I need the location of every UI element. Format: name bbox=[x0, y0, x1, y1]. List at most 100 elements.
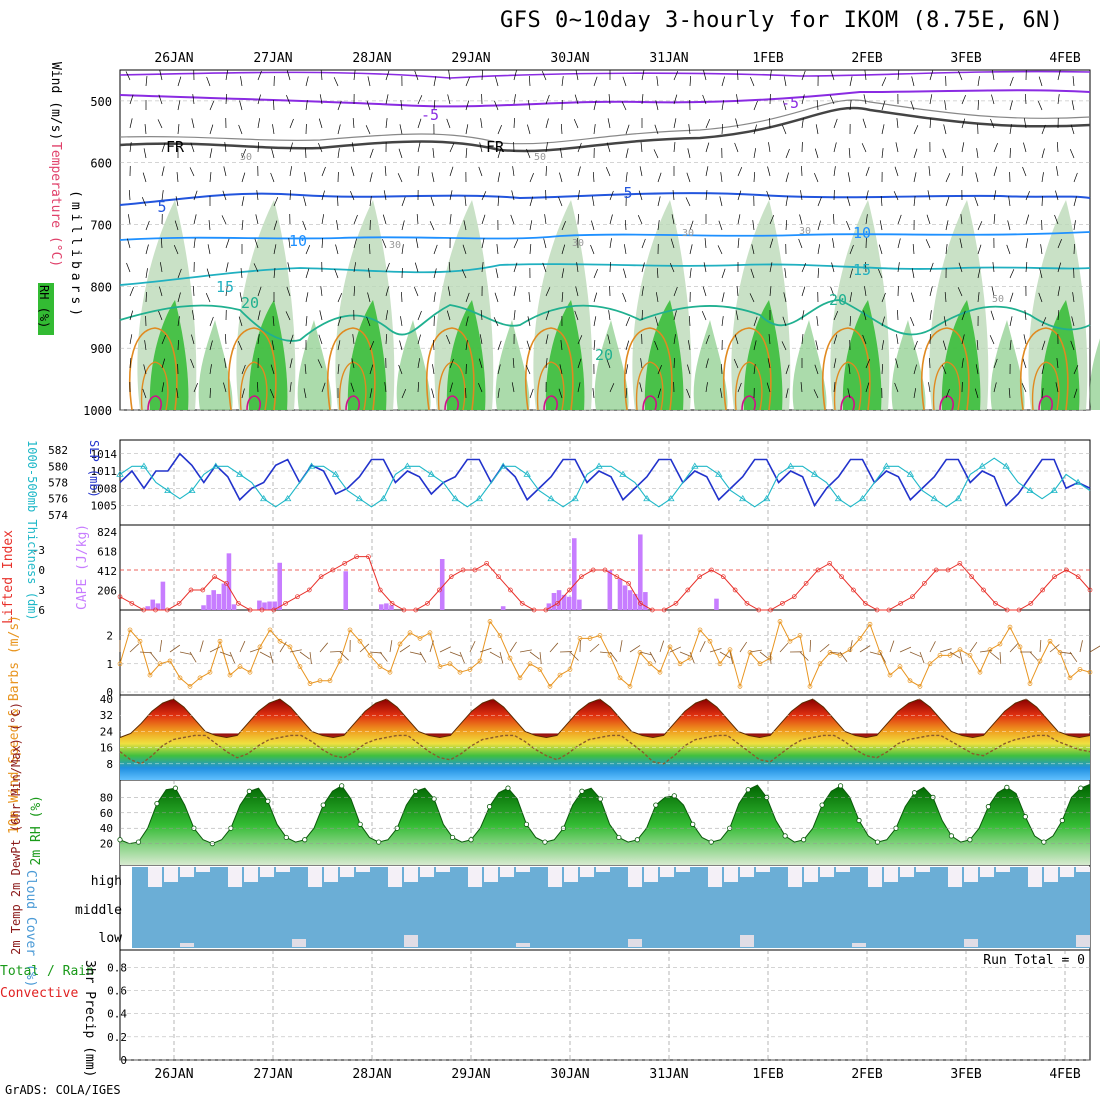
wind-barb bbox=[1022, 358, 1027, 369]
wind-barb bbox=[817, 244, 821, 255]
date-tick-bottom: 29JAN bbox=[451, 1067, 490, 1082]
wind-barb bbox=[479, 334, 483, 345]
cloud-level-label: low bbox=[99, 931, 123, 946]
temp-contour-30 bbox=[833, 361, 862, 411]
rh-point bbox=[985, 804, 991, 810]
wind-barb bbox=[225, 238, 230, 249]
wind-barb bbox=[1041, 388, 1044, 399]
thickness-point bbox=[451, 494, 460, 502]
wind-barb bbox=[129, 334, 133, 345]
wind-barb bbox=[449, 190, 453, 201]
wind-barb bbox=[609, 262, 611, 273]
rh-point bbox=[1041, 839, 1047, 845]
wind-barb bbox=[919, 651, 925, 664]
wind-speed-point bbox=[727, 647, 733, 653]
wind-barb bbox=[673, 118, 677, 129]
wind-barb bbox=[929, 310, 932, 321]
cloud-high-block bbox=[244, 867, 258, 882]
wind-barb bbox=[801, 166, 803, 177]
wind-barb bbox=[673, 142, 676, 153]
wind-barb bbox=[1038, 76, 1043, 87]
wind-barb bbox=[465, 148, 468, 159]
wind-barb bbox=[894, 382, 899, 393]
wind-barb bbox=[273, 197, 279, 207]
wind-barb bbox=[288, 238, 291, 249]
rh-shading-high bbox=[248, 300, 288, 410]
wind-barb bbox=[720, 172, 723, 183]
wind-barb bbox=[865, 382, 870, 393]
wind-barb bbox=[656, 76, 659, 87]
lifted-index-point bbox=[342, 560, 348, 566]
wind-barb bbox=[159, 640, 163, 653]
wind-barb bbox=[766, 382, 771, 393]
wind-barb bbox=[705, 119, 711, 129]
wind-barb bbox=[209, 388, 211, 399]
wind-barb bbox=[813, 389, 819, 399]
wind-barb bbox=[1057, 286, 1061, 297]
rh-point bbox=[302, 837, 308, 843]
wind-speed-point bbox=[367, 652, 373, 658]
wind-barb bbox=[657, 388, 662, 399]
date-tick-bottom: 4FEB bbox=[1049, 1067, 1080, 1082]
temp-fill bbox=[120, 699, 1090, 780]
lifted-index-point bbox=[1063, 567, 1069, 573]
lifted-index-point bbox=[401, 607, 407, 613]
wind-barb bbox=[833, 382, 836, 393]
rh-shading-high bbox=[545, 300, 585, 410]
wind-barb bbox=[336, 220, 339, 231]
lifted-index-point bbox=[377, 587, 383, 593]
wind-barb bbox=[143, 148, 147, 159]
rh-shading-mid bbox=[990, 320, 1025, 410]
date-tick-top: 2FEB bbox=[851, 51, 882, 66]
wind-barb bbox=[285, 311, 291, 321]
wind-barb bbox=[190, 142, 195, 153]
wind-barb bbox=[192, 286, 195, 297]
wind-barb bbox=[176, 172, 179, 183]
wind-barb bbox=[126, 262, 131, 273]
wind-speed-point bbox=[417, 636, 423, 641]
wind-barb bbox=[337, 340, 341, 351]
wind-barb bbox=[191, 334, 195, 345]
lifted-index-point bbox=[519, 600, 525, 606]
lifted-index-point bbox=[756, 607, 762, 613]
lifted-index-point bbox=[1075, 574, 1081, 580]
wind-speed-point bbox=[1077, 667, 1083, 672]
wind-barb bbox=[177, 100, 181, 111]
thickness-point bbox=[954, 494, 962, 502]
wind-barb bbox=[459, 651, 465, 664]
lifted-index-point bbox=[697, 574, 702, 580]
wind-speed-point bbox=[877, 650, 883, 655]
cape-axis-label: CAPE (J/kg) bbox=[75, 524, 90, 610]
wind-barb bbox=[289, 358, 293, 369]
wind-barb bbox=[688, 316, 691, 327]
wind-barb bbox=[465, 292, 470, 303]
thickness-point bbox=[403, 462, 412, 469]
wind-barb bbox=[864, 70, 867, 81]
slp-thickness-panel: 1005 1008 1011 1014 574 576 578 580 582 bbox=[48, 444, 1091, 522]
wind-barb bbox=[960, 214, 963, 225]
wind-speed-point bbox=[967, 652, 973, 658]
wind-speed-point bbox=[647, 661, 653, 667]
wind-barb bbox=[461, 269, 467, 279]
wind-barb bbox=[782, 124, 787, 135]
wind-barb bbox=[801, 263, 807, 273]
wind-barb bbox=[750, 268, 755, 279]
cloud-high-block bbox=[388, 867, 402, 887]
rh-point bbox=[283, 834, 289, 841]
wind-barb bbox=[993, 382, 997, 393]
wind-barb bbox=[525, 365, 531, 375]
wind-barb bbox=[737, 382, 742, 393]
wind-tick: 2 bbox=[106, 630, 113, 643]
wind-barb bbox=[925, 239, 931, 249]
wind-barb bbox=[398, 148, 403, 159]
lifted-index-point bbox=[141, 607, 147, 613]
wind-barb bbox=[688, 124, 691, 135]
wind-speed-point bbox=[537, 667, 543, 672]
wind-barb bbox=[305, 316, 308, 327]
wind-barb bbox=[497, 196, 500, 207]
rh-point bbox=[671, 793, 677, 799]
wind-barb bbox=[929, 118, 932, 129]
wind-barb bbox=[209, 364, 212, 375]
wind-barb bbox=[942, 340, 947, 351]
precip-tick: 0.6 bbox=[107, 985, 127, 998]
